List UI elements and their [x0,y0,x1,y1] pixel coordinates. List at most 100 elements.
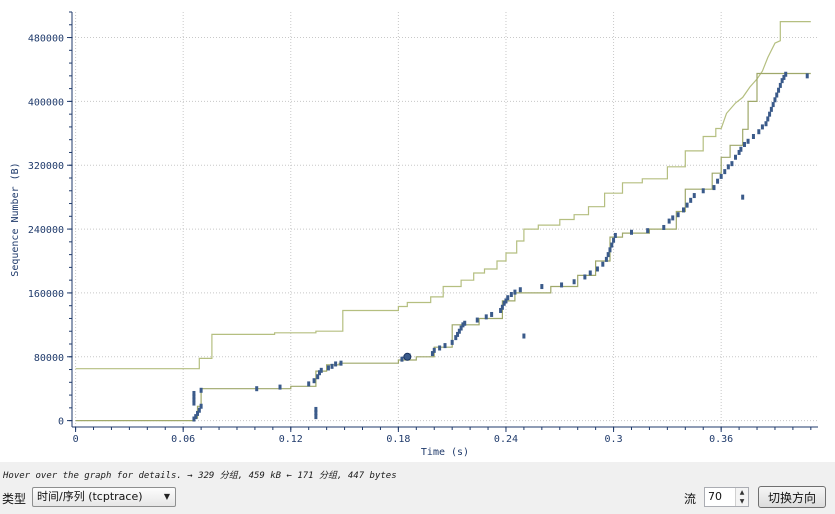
segment-point[interactable] [775,92,779,98]
segment-point[interactable] [784,71,788,77]
segment-point[interactable] [504,298,508,304]
spin-up-icon[interactable]: ▲ [739,489,745,496]
graph-type-select[interactable]: 时间/序列 (tcptrace) ▼ [32,487,176,507]
segment-point[interactable] [457,328,461,334]
segment-point[interactable] [613,232,617,238]
segment-point[interactable] [746,138,750,144]
segment-point[interactable] [461,322,465,328]
segment-point[interactable] [771,102,775,108]
segment-point[interactable] [667,218,671,224]
segment-point[interactable] [742,141,746,147]
segment-point[interactable] [671,215,675,221]
segment-point[interactable] [606,252,610,258]
segment-point[interactable] [192,400,196,406]
segment-point[interactable] [610,242,614,248]
segment-point[interactable] [757,129,761,135]
segment-point[interactable] [662,224,666,230]
segment-point[interactable] [719,173,723,179]
segment-point[interactable] [712,185,716,191]
segment-point[interactable] [723,169,727,175]
segment-point[interactable] [782,74,786,80]
segment-point[interactable] [314,410,318,416]
segment-point[interactable] [608,247,612,253]
data-points[interactable] [192,71,809,422]
segment-point[interactable] [432,347,436,353]
segment-point[interactable] [726,164,730,170]
segment-point[interactable] [540,284,544,290]
segment-point[interactable] [194,414,198,420]
segment-point[interactable] [604,256,608,262]
segment-point[interactable] [716,178,720,184]
segment-point[interactable] [730,161,734,167]
segment-point[interactable] [192,416,196,422]
stream-number-value[interactable]: 70 [708,490,722,503]
segment-point[interactable] [490,311,494,317]
segment-point[interactable] [506,295,510,301]
segment-point[interactable] [509,292,513,298]
segment-point[interactable] [630,229,633,235]
segment-point[interactable] [737,149,741,155]
segment-point[interactable] [334,361,338,367]
segment-point[interactable] [682,207,686,213]
segment-point[interactable] [513,289,517,295]
segment-point[interactable] [766,116,770,122]
segment-point[interactable] [685,202,689,208]
segment-point[interactable] [773,97,777,103]
segment-point[interactable] [330,363,334,369]
segment-point[interactable] [692,193,696,199]
segment-point[interactable] [734,154,738,160]
segment-point[interactable] [780,78,784,84]
segment-point[interactable] [339,360,343,366]
sequence-chart[interactable]: 0 0.06 0.12 0.18 0.24 0.3 0.36 0 80000 160000 2400… [0,0,835,462]
segment-point[interactable] [326,365,330,371]
segment-point[interactable] [319,367,323,373]
segment-point[interactable] [741,194,745,200]
segment-point[interactable] [400,356,404,362]
segment-point[interactable] [199,403,203,409]
segment-point[interactable] [197,407,201,413]
segment-point[interactable] [805,73,809,79]
segment-point[interactable] [314,414,318,420]
segment-point[interactable] [646,228,650,234]
segment-point[interactable] [768,111,772,117]
segment-point[interactable] [583,274,587,280]
segment-point[interactable] [463,320,467,326]
segment-point[interactable] [601,261,605,267]
segment-point[interactable] [454,335,458,341]
segment-point[interactable] [314,406,318,412]
segment-point[interactable] [459,325,463,331]
segment-point[interactable] [199,387,203,393]
spin-down-icon[interactable]: ▼ [739,498,745,505]
segment-point[interactable] [588,270,592,276]
segment-point[interactable] [612,237,616,243]
segment-point[interactable] [778,82,782,88]
segment-point[interactable] [751,134,755,139]
segment-point[interactable] [764,121,768,127]
segment-point[interactable] [192,390,196,396]
tcp-stream-graph[interactable]: 0 0.06 0.12 0.18 0.24 0.3 0.36 0 80000 160000 2400… [0,0,835,462]
segment-point[interactable] [192,394,196,400]
stream-number-spinbox[interactable]: 70 ▲ ▼ [704,487,749,507]
segment-point[interactable] [500,304,504,310]
segment-point[interactable] [475,317,479,323]
selected-point-marker[interactable] [403,352,412,361]
segment-point[interactable] [777,87,781,93]
segment-point[interactable] [255,386,259,392]
segment-point[interactable] [760,124,764,130]
segment-point[interactable] [502,300,506,306]
segment-point[interactable] [518,287,522,293]
segment-point[interactable] [316,374,320,380]
segment-point[interactable] [450,339,454,345]
segment-point[interactable] [595,266,599,272]
segment-point[interactable] [192,397,196,403]
segment-point[interactable] [307,381,311,387]
segment-point[interactable] [484,314,488,320]
segment-point[interactable] [739,146,743,152]
segment-point[interactable] [572,279,576,285]
segment-point[interactable] [278,384,282,390]
segment-point[interactable] [317,370,321,376]
segment-point[interactable] [689,197,693,203]
segment-point[interactable] [522,333,526,339]
segment-point[interactable] [701,188,705,194]
switch-direction-button[interactable]: 切换方向 [758,486,826,508]
